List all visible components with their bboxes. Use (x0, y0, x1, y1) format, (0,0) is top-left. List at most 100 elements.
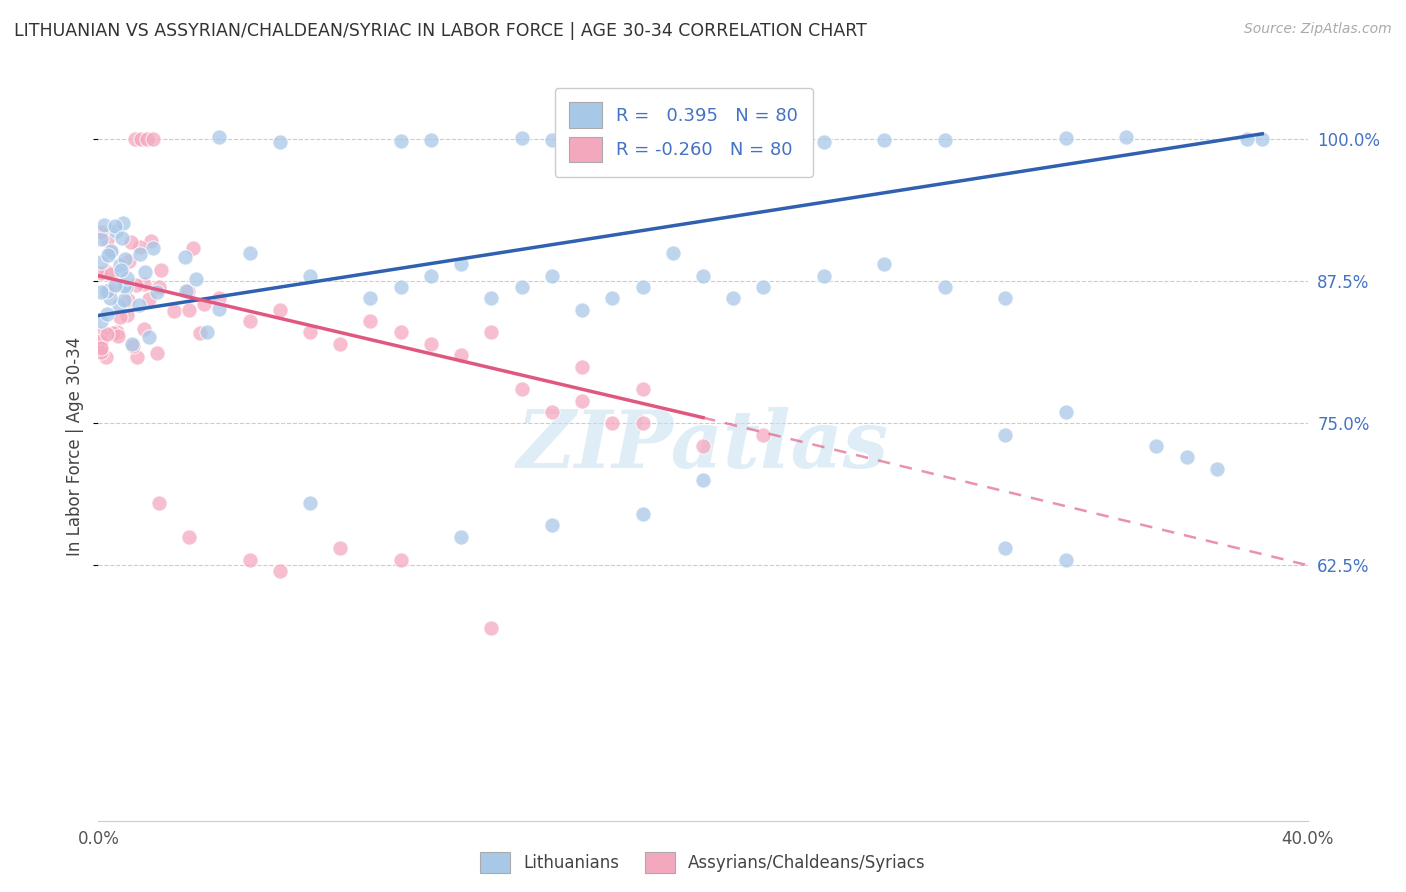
Point (104, 277, 127, 292)
Point (208, 292, 231, 306)
Point (602, 292, 624, 306)
Point (100, 244, 122, 259)
Point (90, 314, 112, 328)
Point (631, 417, 654, 431)
Point (132, 322, 155, 336)
Point (90, 327, 112, 342)
Point (692, 473, 714, 487)
Point (115, 308, 138, 322)
Point (98, 285, 121, 299)
Point (692, 268, 714, 283)
Point (510, 382, 533, 396)
Point (98, 291, 121, 305)
Point (94, 350, 117, 364)
Point (269, 135, 291, 149)
Point (125, 278, 148, 293)
Point (179, 302, 201, 317)
Point (114, 252, 136, 266)
Point (873, 257, 896, 271)
Point (90, 232, 112, 246)
Point (177, 284, 200, 298)
Point (540, 132, 562, 146)
Point (208, 130, 231, 145)
Point (1251, 132, 1274, 146)
Point (118, 254, 141, 268)
Point (389, 326, 412, 340)
Point (100, 267, 122, 281)
Point (108, 310, 131, 324)
Point (127, 351, 149, 365)
Point (631, 507, 654, 521)
Point (117, 293, 139, 307)
Point (692, 439, 714, 453)
Point (752, 280, 775, 294)
Point (150, 262, 173, 277)
Point (128, 247, 150, 261)
Point (661, 246, 683, 260)
Point (299, 496, 322, 510)
Point (190, 326, 212, 341)
Legend: Lithuanians, Assyrians/Chaldeans/Syriacs: Lithuanians, Assyrians/Chaldeans/Syriacs (474, 846, 932, 880)
Point (90, 334, 112, 348)
Point (193, 297, 215, 311)
Point (110, 258, 132, 272)
Point (138, 292, 160, 306)
Point (420, 133, 443, 147)
Text: Source: ZipAtlas.com: Source: ZipAtlas.com (1244, 22, 1392, 37)
Point (994, 427, 1017, 442)
Point (101, 282, 124, 296)
Point (179, 530, 201, 544)
Point (142, 241, 165, 255)
Point (111, 216, 134, 230)
Point (112, 279, 135, 293)
Point (105, 325, 128, 339)
Point (124, 132, 146, 146)
Point (994, 292, 1017, 306)
Point (98, 283, 121, 297)
Point (96, 265, 118, 279)
Point (96, 284, 118, 298)
Point (90, 345, 112, 359)
Point (450, 348, 472, 362)
Point (1054, 552, 1077, 566)
Point (571, 393, 593, 408)
Point (115, 280, 138, 294)
Point (101, 326, 124, 340)
Point (299, 326, 322, 340)
Point (129, 132, 152, 146)
Point (90, 225, 112, 239)
Legend: R =   0.395   N = 80, R = -0.260   N = 80: R = 0.395 N = 80, R = -0.260 N = 80 (555, 88, 813, 177)
Point (111, 231, 134, 245)
Point (134, 265, 156, 279)
Point (112, 293, 135, 307)
Point (97, 248, 120, 262)
Point (360, 292, 382, 306)
Point (540, 405, 562, 419)
Point (146, 346, 169, 360)
Point (90, 340, 112, 354)
Point (360, 314, 382, 328)
Point (138, 330, 160, 344)
Point (571, 359, 593, 374)
Point (389, 134, 412, 148)
Point (104, 224, 127, 238)
Point (96, 327, 118, 342)
Point (184, 271, 207, 285)
Point (481, 326, 503, 340)
Point (269, 564, 291, 578)
Point (98, 245, 121, 260)
Point (661, 134, 683, 148)
Point (1115, 130, 1137, 145)
Point (571, 302, 593, 317)
Point (104, 219, 127, 233)
Point (132, 277, 155, 292)
Point (481, 292, 503, 306)
Point (1206, 461, 1229, 475)
Point (481, 621, 503, 635)
Point (420, 336, 443, 351)
Point (510, 280, 533, 294)
Point (90, 341, 112, 355)
Point (121, 336, 143, 351)
Point (450, 257, 472, 271)
Point (90, 341, 112, 355)
